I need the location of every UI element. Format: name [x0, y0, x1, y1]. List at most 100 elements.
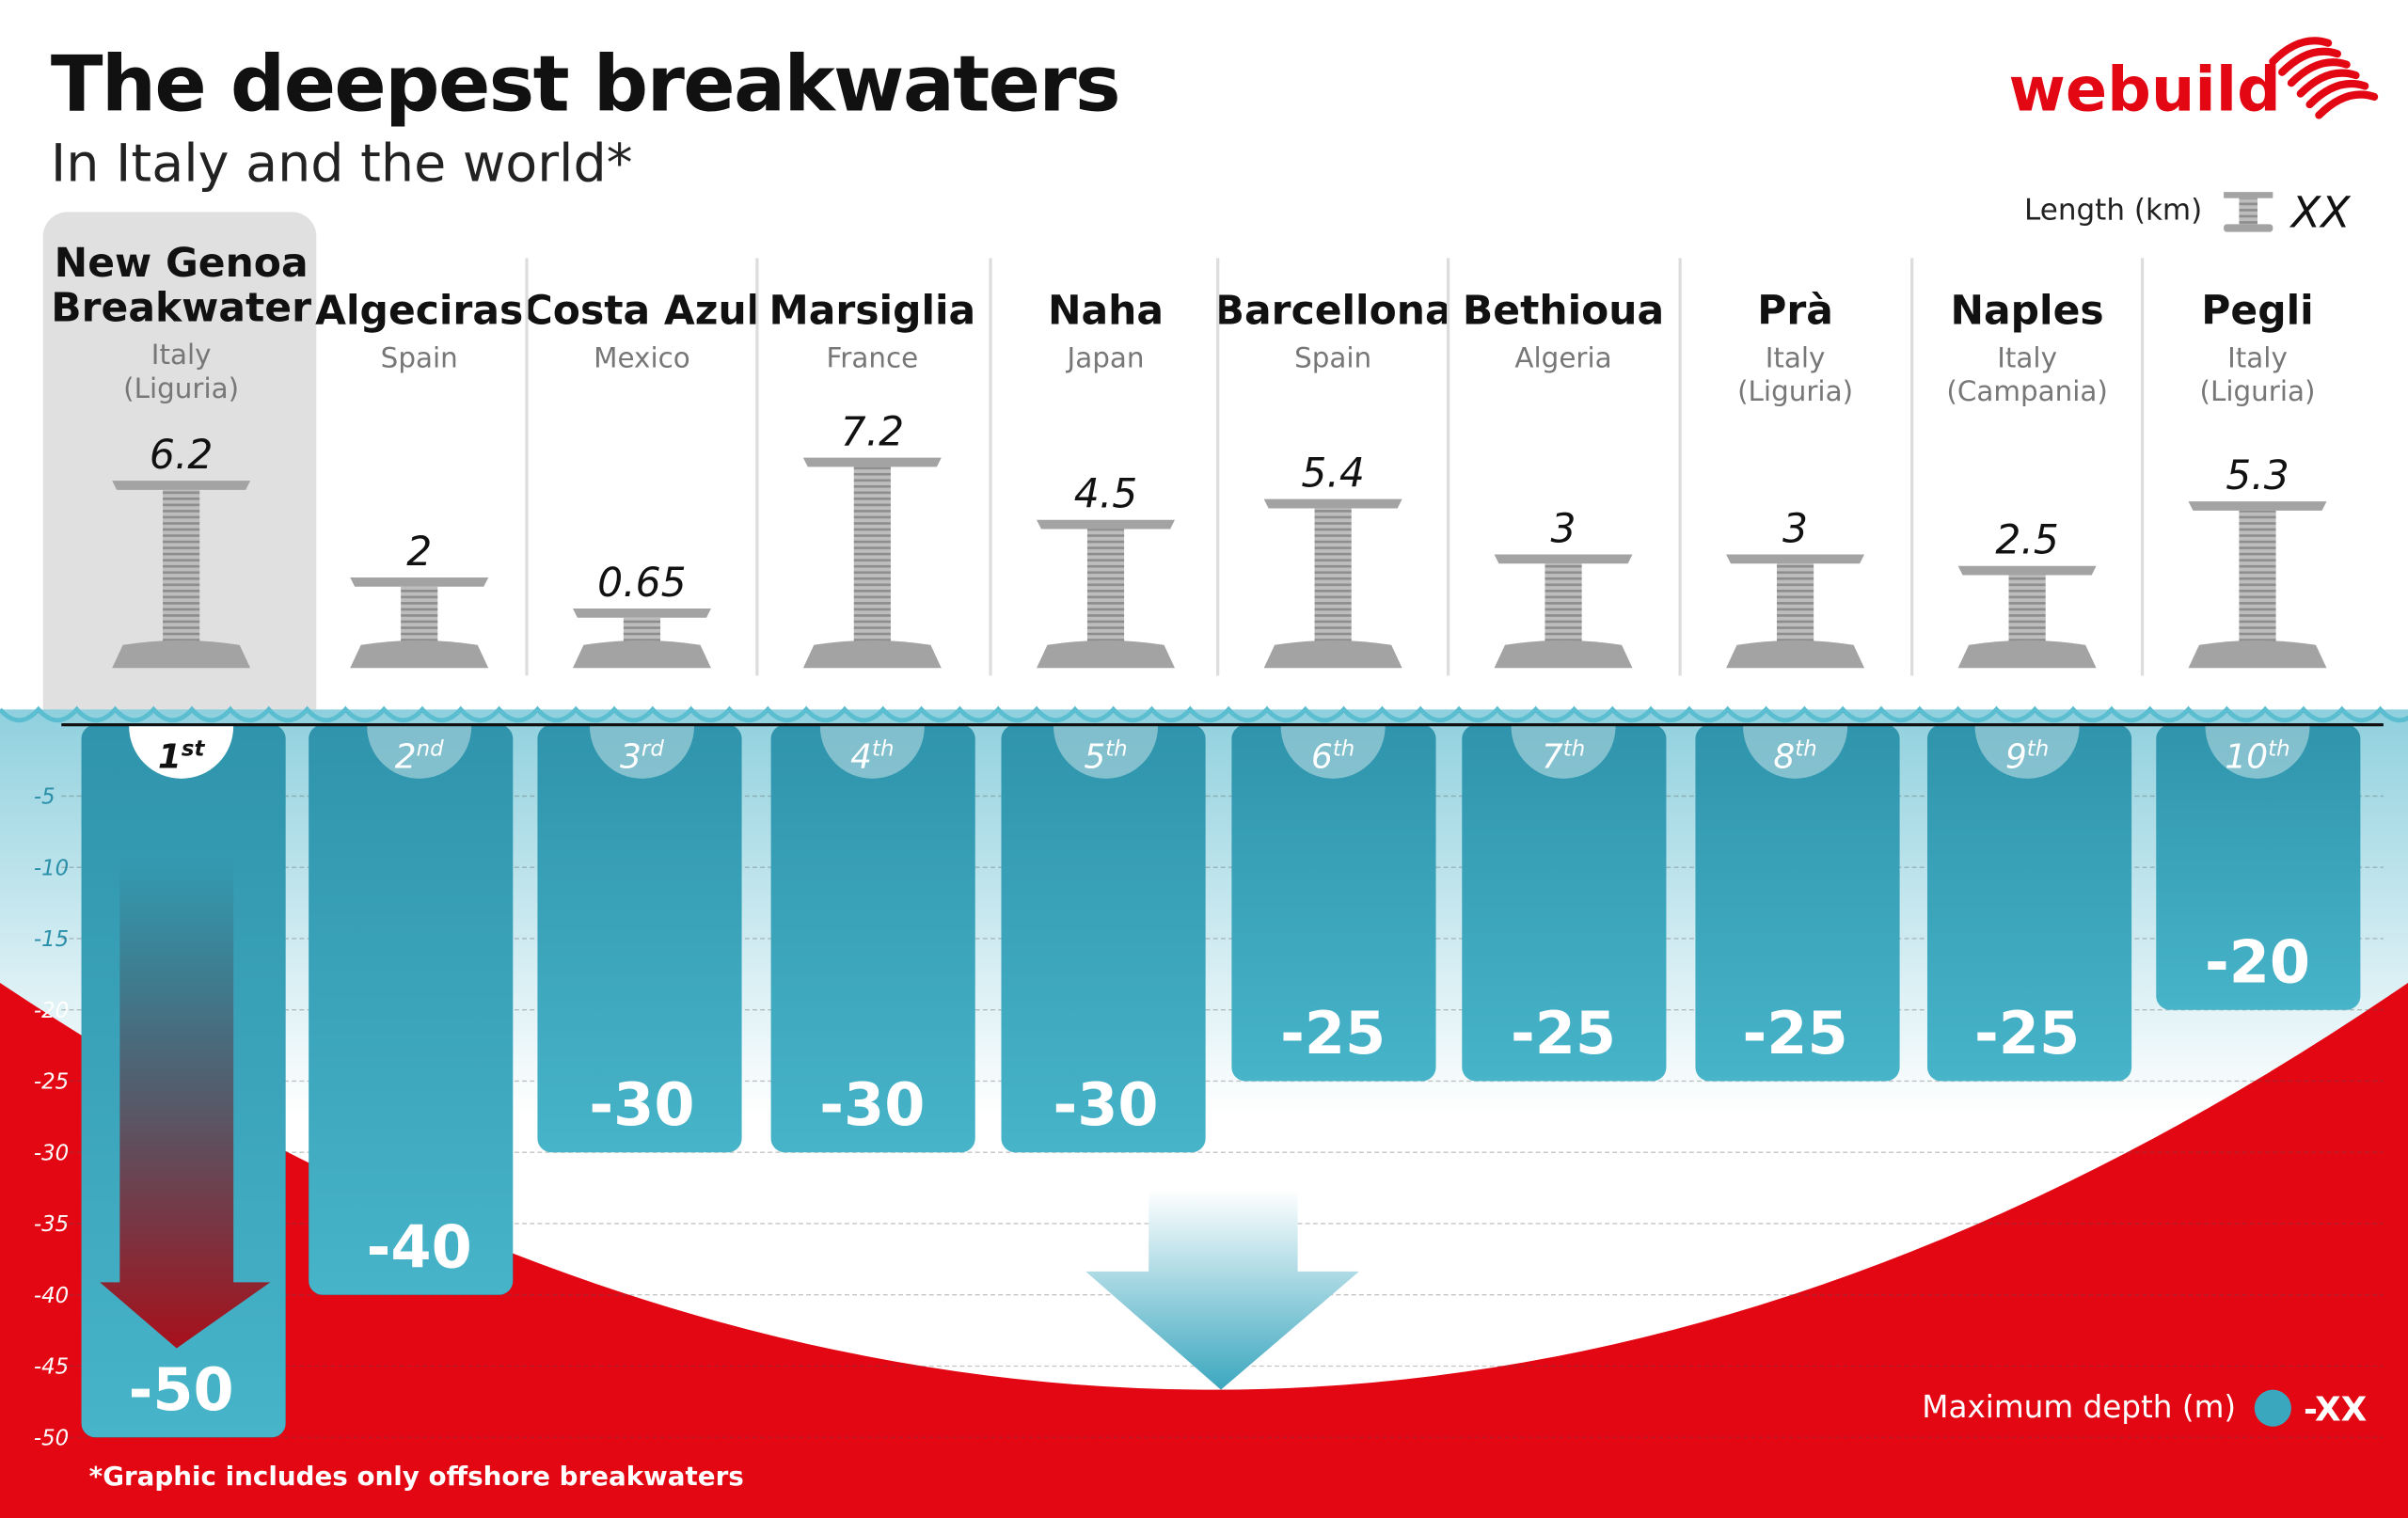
- logo-stripe: [2315, 90, 2379, 119]
- y-tick-label: -10: [34, 856, 69, 880]
- rank-suffix: st: [182, 736, 206, 761]
- rank-badge: [589, 726, 694, 779]
- depth-bar: [1462, 724, 1667, 1082]
- length-label: 2.5: [1995, 518, 2059, 564]
- category-label: Naha: [1048, 289, 1164, 335]
- y-tick-label: -45: [34, 1355, 69, 1380]
- depth-label: -30: [589, 1070, 694, 1139]
- length-bar: [853, 466, 891, 661]
- length-bar-base: [350, 640, 489, 669]
- rank-suffix: th: [2027, 736, 2049, 761]
- y-tick-label: -50: [34, 1426, 69, 1450]
- y-tick-label: -30: [34, 1141, 69, 1165]
- depth-label: -30: [1053, 1070, 1158, 1139]
- length-bar-top: [112, 481, 251, 490]
- category-label: Breakwater: [51, 285, 311, 331]
- depth-legend-icon: [2254, 1389, 2291, 1427]
- country-label: Italy: [1766, 341, 1826, 373]
- country-label: (Liguria): [123, 372, 239, 404]
- logo-stripe: [2296, 69, 2360, 98]
- country-label: (Liguria): [1737, 375, 1853, 407]
- rank-label: 7th: [1542, 736, 1585, 776]
- length-bar-base: [1494, 640, 1633, 669]
- country-label: Algeria: [1514, 341, 1611, 373]
- rank-number: 1: [158, 737, 182, 776]
- length-bar-base: [2188, 640, 2327, 669]
- depth-bar: [1231, 724, 1436, 1082]
- length-label: 6.2: [150, 433, 214, 479]
- highlight-column: [42, 212, 317, 735]
- length-bar: [1314, 508, 1352, 661]
- rank-suffix: th: [1105, 736, 1127, 761]
- rank-suffix: th: [1563, 736, 1585, 761]
- subtitle: In Italy and the world*: [51, 134, 633, 195]
- y-tick-label: -25: [34, 1070, 69, 1095]
- length-bar-base: [1037, 640, 1175, 669]
- length-legend-icon: [2224, 192, 2273, 232]
- depth-bar: [1695, 724, 1900, 1082]
- rank-label: 10th: [2225, 736, 2289, 776]
- depth-bar: [1001, 724, 1206, 1153]
- length-bar: [163, 489, 200, 661]
- length-bar-top: [1037, 519, 1175, 530]
- rank-badge: [2205, 726, 2310, 779]
- rank-label: 9th: [2005, 736, 2049, 776]
- logo-icon: [2269, 37, 2379, 119]
- logo-stripe: [2305, 79, 2369, 109]
- legend-ibeam-top: [2224, 192, 2273, 198]
- depth-label: -40: [367, 1212, 472, 1281]
- y-tick-label: -20: [34, 999, 69, 1023]
- y-tick-label: -15: [34, 927, 69, 952]
- length-bar-base: [802, 640, 942, 669]
- length-bar-top: [572, 609, 711, 618]
- rank-badge: [1054, 726, 1159, 779]
- waves: [0, 705, 2408, 723]
- country-label: Mexico: [594, 341, 690, 373]
- rank-label: 1st: [158, 736, 206, 776]
- length-bar-top: [1957, 565, 2097, 576]
- brand-logo: webuild: [2009, 55, 2281, 126]
- length-legend-label: Length (km): [2024, 194, 2202, 228]
- rank-label: 5th: [1084, 736, 1127, 776]
- length-bar: [2239, 510, 2276, 661]
- length-label: 4.5: [1074, 472, 1138, 518]
- first-arrow: [100, 860, 271, 1349]
- length-label: 5.4: [1301, 451, 1365, 498]
- length-label: 2: [406, 530, 432, 576]
- category-label: New Genoa: [55, 241, 309, 287]
- depth-label: -20: [2205, 927, 2310, 996]
- rank-number: 4: [850, 737, 872, 776]
- country-label: Spain: [381, 341, 458, 373]
- length-bar-top: [1726, 554, 1865, 564]
- rank-number: 6: [1311, 737, 1333, 776]
- rank-number: 7: [1542, 737, 1563, 776]
- rank-badge: [819, 726, 925, 779]
- rank-number: 2: [395, 737, 417, 776]
- length-label: 5.3: [2226, 453, 2289, 499]
- depth-label: -25: [1511, 999, 1616, 1067]
- category-label: Pegli: [2201, 289, 2313, 335]
- rank-number: 10: [2225, 737, 2268, 776]
- depth-bar: [1926, 724, 2132, 1082]
- depth-bar: [770, 724, 975, 1153]
- category-label: Marsiglia: [768, 289, 975, 335]
- rank-badge: [1743, 726, 1848, 779]
- rank-suffix: th: [1795, 736, 1816, 761]
- legend-ibeam-base: [2224, 224, 2273, 232]
- length-bar-base: [1263, 640, 1402, 669]
- country-label: Italy: [151, 339, 212, 371]
- depth-label: -30: [819, 1070, 925, 1139]
- rank-badge: [1511, 726, 1616, 779]
- depth-bar: [309, 724, 514, 1295]
- depth-label: -25: [1280, 999, 1386, 1067]
- length-bar-top: [1494, 554, 1633, 564]
- rank-suffix: th: [872, 736, 894, 761]
- logo-stripe: [2278, 47, 2341, 76]
- rank-badge: [129, 726, 234, 779]
- country-label: Italy: [2227, 341, 2288, 373]
- rank-label: 3rd: [620, 736, 664, 776]
- depth-label: -25: [1974, 999, 2080, 1067]
- depth-arrow: [1085, 1190, 1359, 1390]
- depth-legend-label: Maximum depth (m): [1922, 1389, 2236, 1425]
